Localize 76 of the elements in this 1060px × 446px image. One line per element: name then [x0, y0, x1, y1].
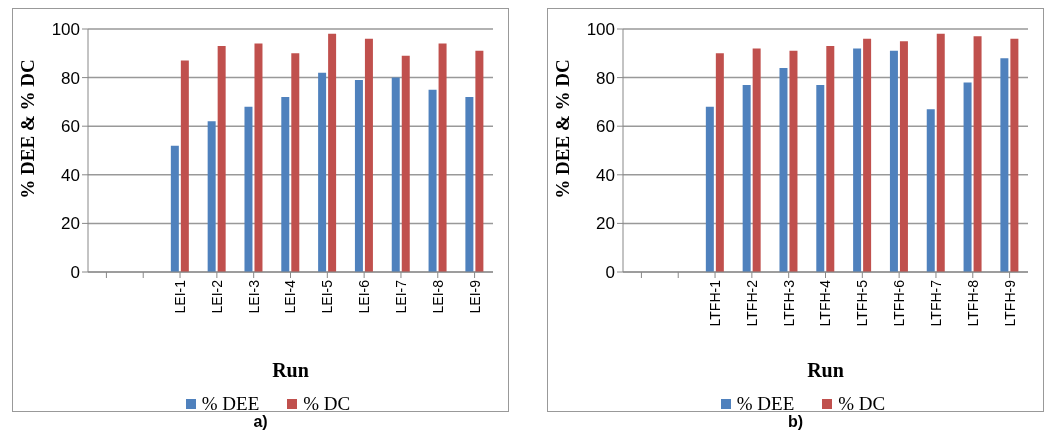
x-tick-label: LEI-9	[466, 279, 483, 314]
bar	[936, 33, 945, 272]
bar	[428, 89, 437, 272]
bar	[816, 84, 825, 272]
bar	[364, 38, 373, 272]
bar	[391, 77, 400, 272]
bar	[217, 46, 226, 272]
x-tick-label: LEI-4	[282, 279, 299, 314]
y-tick-label: 100	[586, 20, 615, 40]
bar	[963, 82, 972, 272]
bar	[465, 97, 474, 272]
bar	[779, 67, 788, 272]
bar	[973, 36, 982, 272]
text: b)	[787, 412, 804, 432]
legend-label: % DC	[303, 393, 351, 415]
bar	[926, 109, 935, 272]
y-tick-label: 40	[61, 165, 80, 185]
x-tick-label: LTFH-9	[1001, 279, 1018, 327]
x-tick-label: LEI-5	[319, 279, 336, 314]
bar	[715, 53, 724, 272]
y-tick-label: 40	[596, 165, 615, 185]
bar	[752, 48, 761, 272]
legend-label: % DEE	[736, 393, 795, 415]
y-axis-title: % DEE & % DC	[17, 59, 39, 199]
x-tick-label: LEI-1	[171, 279, 188, 314]
text: a)	[253, 412, 268, 432]
x-axis-title: Run	[807, 359, 844, 381]
x-tick-label: LTFH-1	[706, 279, 723, 327]
bar	[328, 33, 337, 272]
bar	[244, 106, 253, 272]
x-tick-label: LTFH-6	[891, 279, 908, 327]
bar	[475, 50, 484, 272]
bar	[254, 43, 263, 272]
x-tick-label: LEI-8	[429, 279, 446, 314]
bar	[281, 97, 290, 272]
y-tick-label: 20	[61, 214, 80, 234]
y-tick-label: 60	[596, 117, 615, 137]
bar	[863, 38, 872, 272]
bar	[318, 72, 327, 272]
y-tick-label: 100	[51, 20, 80, 40]
x-tick-label: LEI-2	[208, 279, 225, 314]
bar	[853, 48, 862, 272]
bar	[1000, 58, 1009, 272]
x-tick-label: LTFH-4	[817, 279, 834, 327]
bar	[170, 145, 179, 272]
y-tick-label: 0	[70, 263, 80, 283]
legend-label: % DEE	[201, 393, 260, 415]
bar	[291, 53, 300, 272]
bar	[438, 43, 447, 272]
bar	[180, 60, 189, 272]
x-tick-label: LEI-3	[245, 279, 262, 314]
bar	[705, 106, 714, 272]
y-tick-label: 60	[61, 117, 80, 137]
y-tick-label: 80	[596, 68, 615, 88]
x-axis-title: Run	[272, 359, 309, 381]
bar	[789, 50, 798, 272]
bar	[354, 80, 363, 272]
x-tick-label: LTFH-8	[964, 279, 981, 327]
bar	[742, 84, 751, 272]
y-tick-label: 0	[605, 263, 615, 283]
bar	[401, 55, 410, 272]
x-tick-label: LEI-6	[356, 279, 373, 314]
x-tick-label: LTFH-2	[743, 279, 760, 327]
x-tick-label: LTFH-3	[780, 279, 797, 327]
bar	[207, 121, 216, 272]
y-tick-label: 80	[61, 68, 80, 88]
x-tick-label: LEI-7	[392, 279, 409, 314]
bar	[826, 46, 835, 272]
bar	[1010, 38, 1019, 272]
x-tick-label: LTFH-5	[854, 279, 871, 327]
bar	[889, 50, 898, 272]
y-axis-title: % DEE & % DC	[552, 59, 574, 199]
y-tick-label: 20	[596, 214, 615, 234]
x-tick-label: LTFH-7	[927, 279, 944, 327]
bar	[899, 41, 908, 272]
legend-label: % DC	[838, 393, 886, 415]
